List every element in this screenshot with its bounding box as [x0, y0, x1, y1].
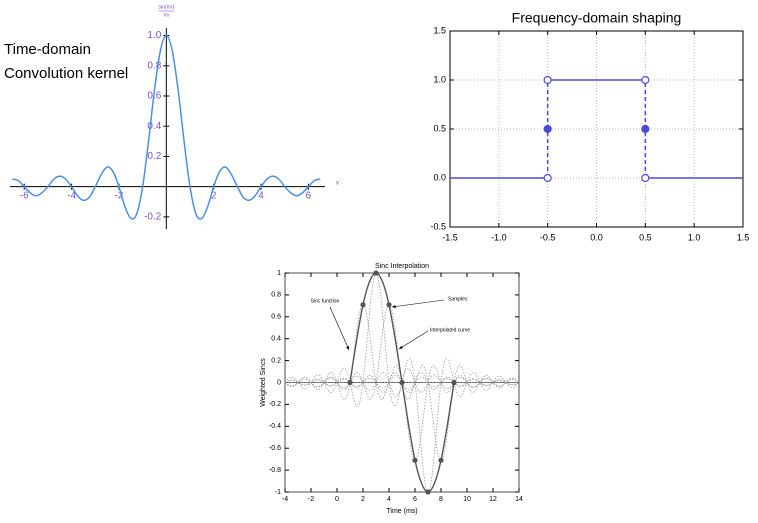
y-tick-label: -0.2	[144, 212, 162, 223]
plot-frame	[449, 30, 744, 228]
x-tick-label: 1.0	[688, 232, 701, 242]
chart-title: Convolution kernel	[4, 65, 128, 82]
x-tick-label: 0	[335, 496, 339, 503]
x-tick-label: -2	[308, 496, 314, 503]
y-tick-label: -0.5	[430, 221, 446, 231]
chart-title: Frequency-domain shaping	[512, 10, 682, 26]
y-axis-label: Weighted Sincs	[260, 358, 267, 407]
y-tick-label: -0.8	[269, 467, 281, 474]
y-tick-label: 0.4	[271, 336, 281, 343]
x-tick-label: 0.5	[639, 232, 652, 242]
y-tick-label: -0.4	[269, 423, 281, 430]
x-tick-label: -6	[20, 190, 29, 201]
annotation: Sinc function	[311, 298, 340, 304]
data-line	[12, 34, 321, 220]
x-tick-label: -4	[67, 190, 76, 201]
x-tick-label: 14	[515, 496, 523, 503]
data-point	[425, 489, 431, 495]
y-tick-label: 0.6	[147, 91, 161, 102]
x-tick-label: 0.0	[590, 232, 603, 242]
annotation: Samples	[448, 296, 468, 302]
data-point	[373, 270, 379, 276]
x-tick-label: -1.5	[442, 232, 458, 242]
y-tick-label: -0.6	[269, 445, 281, 452]
x-tick-label: -2	[114, 190, 123, 201]
x-tick-label: -4	[282, 496, 288, 503]
x-tick-label: 4	[387, 496, 391, 503]
data-point	[438, 457, 444, 463]
y-tick-label: -1	[275, 489, 281, 496]
y-tick-label: 0.8	[147, 60, 161, 71]
x-tick-label: 6	[413, 496, 417, 503]
x-tick-label: 12	[489, 496, 497, 503]
x-axis-label: x	[336, 180, 339, 186]
y-tick-label: 1	[277, 270, 281, 277]
chart-title: Sinc Interpolation	[375, 263, 429, 270]
x-tick-label: -0.5	[540, 232, 556, 242]
data-point	[399, 379, 405, 386]
x-tick-label: -1.0	[491, 232, 507, 242]
data-point	[451, 379, 457, 386]
annotation-arrow	[398, 330, 429, 350]
x-tick-label: 2	[211, 190, 217, 201]
y-tick-label: 0.4	[147, 121, 161, 132]
x-tick-label: 6	[306, 190, 312, 201]
data-line	[450, 79, 743, 179]
x-tick-label: 10	[463, 496, 471, 503]
y-tick-label: -0.2	[269, 401, 281, 408]
y-tick-label: 0	[277, 379, 281, 386]
annotation-arrow	[391, 299, 445, 308]
x-tick-label: 4	[258, 190, 264, 201]
y-tick-label: 1.5	[433, 25, 446, 35]
y-tick-label: 0.5	[433, 123, 446, 133]
arrow-head	[399, 345, 403, 349]
chart-title: Time-domain	[4, 41, 91, 58]
x-tick-label: 8	[439, 496, 443, 503]
arrow-head	[392, 304, 396, 309]
data-point	[641, 124, 650, 134]
y-axis-label: πx	[163, 12, 169, 18]
y-axis-label: sin(πx)	[158, 4, 174, 10]
data-point	[360, 302, 366, 308]
y-tick-label: 1.0	[433, 74, 446, 84]
data-point	[641, 173, 650, 183]
x-tick-label: 2	[361, 496, 365, 503]
y-tick-label: 0.6	[271, 314, 281, 321]
data-point	[347, 379, 353, 386]
y-tick-label: 0.2	[271, 357, 281, 364]
data-point	[543, 173, 552, 183]
x-axis-label: Time (ms)	[386, 508, 417, 515]
data-point	[386, 302, 392, 308]
x-tick-label: 1.5	[737, 232, 750, 242]
annotation: Interpolated curve	[430, 327, 470, 333]
data-point	[641, 75, 650, 85]
y-tick-label: 0.0	[433, 172, 446, 182]
y-tick-label: 1.0	[147, 30, 161, 41]
data-point	[543, 124, 552, 134]
arrow-head	[346, 346, 349, 350]
y-tick-label: 0.2	[147, 151, 161, 162]
annotation-arrow	[329, 306, 350, 351]
y-tick-label: 0.8	[271, 292, 281, 299]
data-point	[543, 75, 552, 85]
data-point	[412, 457, 418, 463]
